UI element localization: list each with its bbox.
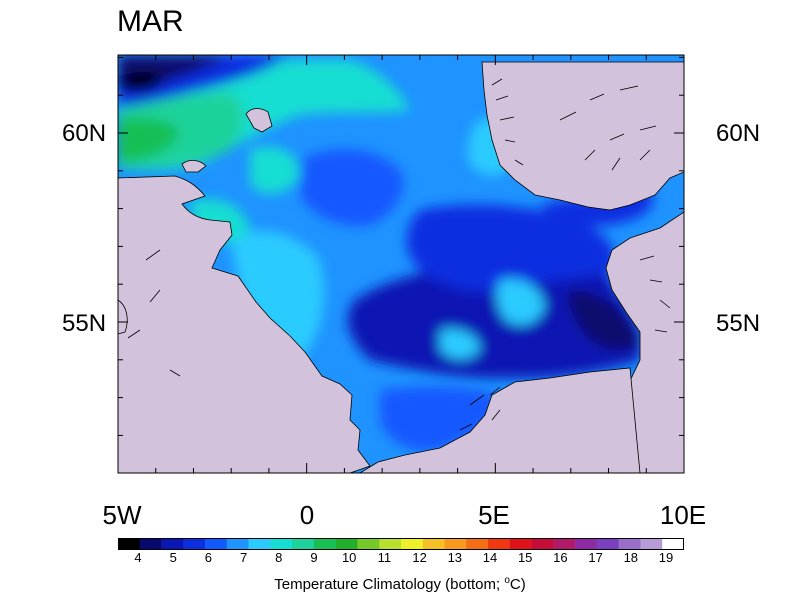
colorbar-box [270,538,293,550]
colorbar-tick-label: 15 [517,550,533,565]
lat-label-55n-left: 55N [62,310,107,337]
colorbar-box [248,538,271,550]
lat-label-55n-right: 55N [716,310,761,337]
map-plot [117,54,685,474]
plot-title: MAR [117,5,184,38]
lat-label-60n-left: 60N [62,120,107,147]
colorbar-box [422,538,445,550]
colorbar-tick-label: 8 [275,550,283,565]
colorbar-tick-label: 12 [412,550,427,565]
colorbar-title-prefix: Temperature Climatology (bottom; [274,576,505,593]
colorbar-box [183,538,206,550]
colorbar-tick-label: 9 [310,550,318,565]
colorbar-box [596,538,619,550]
colorbar-box [531,538,554,550]
colorbar-tick-label: 6 [204,550,213,565]
colorbar-box [488,538,511,550]
colorbar-box [335,538,358,550]
colorbar-box [161,538,184,550]
colorbar-box [401,538,424,550]
colorbar-box [662,538,684,550]
colorbar-box [466,538,489,550]
colorbar-tick-label: 14 [482,550,498,565]
colorbar-box [509,538,532,550]
colorbar-title: Temperature Climatology (bottom; oC) [0,572,800,594]
colorbar-box [357,538,380,550]
colorbar-box [292,538,315,550]
colorbar-tick-label: 7 [239,550,248,565]
lon-label-0: 0 [299,500,315,530]
colorbar-tick-label: 18 [623,550,639,565]
colorbar-tick-label: 16 [553,550,568,565]
degree-mark: o [504,575,510,586]
colorbar-tick-label: 17 [588,550,603,565]
lon-label-5w: 5W [102,500,142,530]
colorbar-box [575,538,598,550]
colorbar-tick-label: 13 [447,550,463,565]
colorbar-tick-label: 11 [377,550,392,565]
land [118,61,684,473]
colorbar-tick-label: 19 [658,550,674,565]
colorbar-box [640,538,663,550]
colorbar-box [444,538,467,550]
colorbar-box [553,538,576,550]
colorbar-border [118,538,684,550]
colorbar-tick-label: 4 [134,550,142,565]
colorbar-box [118,538,141,550]
colorbar-tick-label: 5 [169,550,177,565]
lon-label-10e: 10E [659,500,707,530]
colorbar-box [205,538,228,550]
colorbar [118,538,684,550]
colorbar-box [139,538,162,550]
colorbar-box [379,538,402,550]
colorbar-box [226,538,249,550]
map-frame [117,54,685,474]
colorbar-box [618,538,641,550]
axis-ticks [117,55,685,473]
coast-details [127,78,671,431]
colorbar-box [313,538,336,550]
lon-label-5e: 5E [478,500,510,530]
colorbar-tick-label: 10 [341,550,357,565]
lat-label-60n-right: 60N [716,120,761,147]
colorbar-title-unit: C) [509,576,526,593]
